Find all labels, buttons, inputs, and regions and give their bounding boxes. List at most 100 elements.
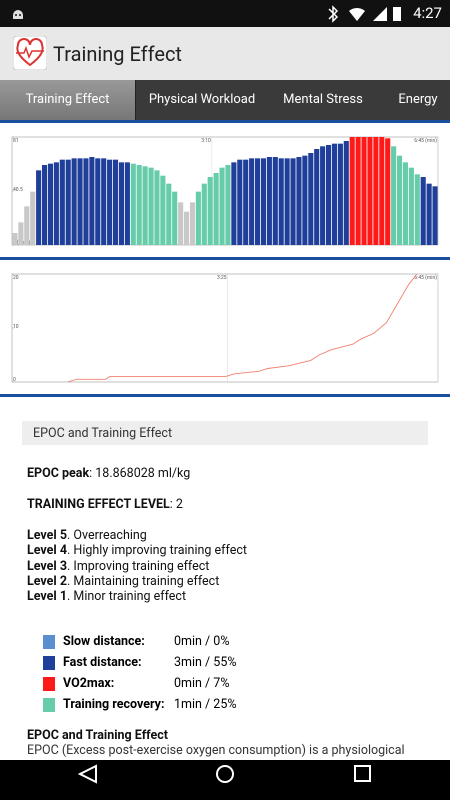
- footer-text: EPOC (Excess post-exercise oxygen consum…: [27, 743, 405, 758]
- bar: [331, 143, 338, 245]
- bar: [41, 165, 48, 245]
- tab[interactable]: Mental Stress: [268, 80, 378, 120]
- bar: [343, 141, 349, 245]
- bar: [160, 175, 166, 245]
- label: TRAINING EFFECT LEVEL: [27, 497, 170, 512]
- bar: [201, 183, 207, 245]
- bar: [308, 153, 314, 245]
- tab[interactable]: Training Effect: [0, 80, 136, 120]
- android-icon: [13, 10, 23, 19]
- bar: [237, 159, 243, 245]
- y-tick-label: 81: [13, 138, 19, 144]
- bar: [379, 137, 385, 245]
- bar: [213, 173, 219, 245]
- bar: [89, 157, 95, 245]
- section-header-bg: [22, 421, 428, 445]
- legend-value: 0min / 7%: [174, 676, 230, 691]
- bar: [172, 191, 178, 245]
- bar: [325, 145, 332, 245]
- bar: [420, 177, 426, 245]
- level-label: Level 2: [27, 573, 68, 589]
- line: [67, 274, 418, 382]
- y-tick-label: 10: [13, 324, 19, 330]
- bar: [47, 163, 54, 245]
- x-tick-label: 3:25: [217, 275, 227, 281]
- bar: [396, 155, 403, 245]
- legend-name: Slow distance:: [63, 634, 145, 649]
- bar: [36, 170, 42, 245]
- line-chart: 0 10 20 3:25 6:45 (min): [11, 273, 439, 383]
- bar: [337, 143, 343, 245]
- value: : 18.868028 ml/kg: [89, 466, 191, 481]
- tab[interactable]: Energy: [378, 80, 450, 120]
- bar: [124, 162, 130, 245]
- bar: [426, 183, 432, 245]
- app-bar: Training Effect: [0, 27, 450, 80]
- bar: [231, 162, 237, 245]
- level: Level 4. Highly improving training effec…: [27, 543, 247, 558]
- x-tick-label: 6:45 (min): [414, 274, 437, 281]
- bar: [107, 159, 113, 245]
- bar: [314, 149, 320, 245]
- bar: [225, 165, 231, 245]
- bar: [30, 191, 36, 245]
- section-header: EPOC and Training Effect: [33, 426, 173, 441]
- bar: [391, 146, 397, 245]
- bar: [260, 158, 267, 245]
- level-label: Level 3: [27, 558, 68, 574]
- home[interactable]: [216, 765, 234, 783]
- level-text: . Minor training effect: [67, 589, 187, 605]
- legend-value: 1min / 25%: [174, 697, 237, 712]
- level: Level 1. Minor training effect: [27, 589, 186, 604]
- bar: [254, 158, 261, 245]
- bar: [266, 157, 272, 245]
- x-tick-label: 3:10: [201, 138, 211, 144]
- bar: [183, 211, 190, 245]
- legend-name: Fast distance:: [63, 655, 142, 670]
- legend-swatch: [43, 698, 55, 712]
- bar: [296, 157, 302, 245]
- legend-swatch: [43, 635, 55, 649]
- tab[interactable]: Physical Workload: [136, 80, 268, 120]
- recents[interactable]: [354, 765, 371, 782]
- app-icon: [13, 36, 47, 70]
- plot-frame: [11, 273, 439, 383]
- bar: [249, 158, 255, 245]
- bar: [166, 183, 172, 245]
- legend-swatch: [43, 656, 55, 670]
- value: : 2: [169, 497, 183, 512]
- level-text: . Overreaching: [67, 528, 147, 543]
- bar: [148, 167, 154, 245]
- bar: [130, 163, 136, 245]
- bar: [53, 162, 59, 245]
- legend-value: 3min / 55%: [174, 655, 237, 670]
- status-icons: [328, 5, 401, 23]
- bar: [432, 186, 438, 245]
- level-text: . Highly improving training effect: [67, 543, 247, 559]
- tab-bar: Training Effect Physical Workload Mental S…: [0, 80, 450, 120]
- bar: [207, 177, 213, 245]
- bar: [71, 158, 77, 245]
- divider: [0, 257, 450, 260]
- bar: [385, 138, 391, 245]
- y-tick-label: 40.5: [13, 187, 23, 193]
- divider: [0, 120, 450, 123]
- bar: [367, 137, 373, 245]
- level-label: Level 1: [27, 589, 68, 605]
- level-label: Level 4: [27, 543, 68, 559]
- app-title: Training Effect: [53, 42, 182, 66]
- level-text: . Maintaining training effect: [67, 573, 220, 589]
- bar: [189, 202, 196, 245]
- x-tick-label: 6:45 (min): [414, 137, 437, 144]
- back[interactable]: [77, 764, 97, 784]
- bar: [65, 159, 71, 245]
- y-tick-label: 20: [13, 275, 19, 281]
- legend-swatch: [43, 677, 55, 691]
- bar: [355, 137, 361, 245]
- label: EPOC peak: [27, 466, 90, 481]
- bar: [402, 162, 409, 245]
- level: Level 3. Improving training effect: [27, 559, 209, 574]
- nav-bar: [0, 760, 450, 800]
- bar: [101, 158, 107, 245]
